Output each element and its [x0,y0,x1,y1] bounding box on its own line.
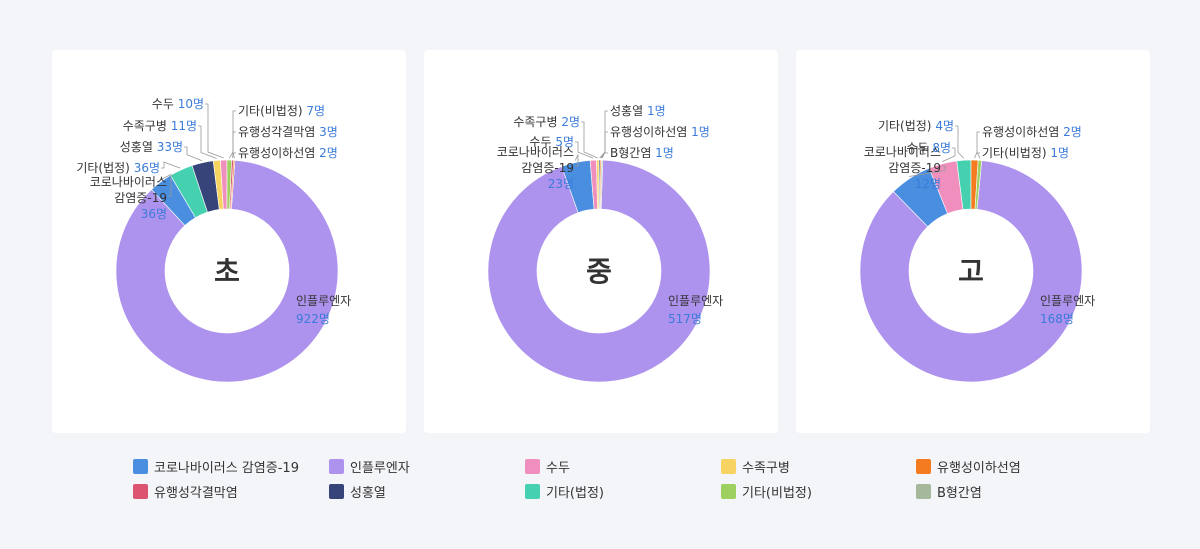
slice-hepb[interactable] [600,159,604,210]
svg-text:인플루엔자: 인플루엔자 [1040,294,1095,308]
slice-label-hfmd: 수족구병 2명 [513,115,598,159]
legend-item-hepb[interactable]: B형간염 [916,481,982,501]
legend-label: 유행성이하선염 [937,460,1021,476]
slice-label-flu: 인플루엔자 922명 [296,294,351,326]
slice-label-chickenpox: 수두 5명 [529,135,594,159]
svg-text:유행성이하선염 1명: 유행성이하선염 1명 [610,124,710,139]
legend-item-covid[interactable]: 코로나바이러스 감염증-19 [133,456,299,476]
svg-text:12명: 12명 [915,177,941,191]
slice-other_nonlegal[interactable] [974,159,983,210]
chart-title: 중 [586,255,612,288]
legend-swatch [329,458,344,474]
legend-item-other_legal[interactable]: 기타(법정) [525,481,604,501]
svg-text:수두 10명: 수두 10명 [152,97,204,111]
slice-label-scarlet: 성홍열 33명 [120,140,203,162]
svg-text:감염증-19: 감염증-19 [114,191,167,205]
slice-label-other_legal: 기타(법정) 36명 [76,161,181,175]
slice-label-hfmd: 수족구병 11명 [123,119,217,159]
slice-parotitis[interactable] [230,159,236,210]
legend-swatch [721,458,736,474]
legend-item-other_nonlegal[interactable]: 기타(비법정) [721,481,812,501]
svg-text:감염증-19: 감염증-19 [888,161,941,175]
svg-text:기타(비법정) 1명: 기타(비법정) 1명 [982,146,1069,160]
svg-text:B형간염 1명: B형간염 1명 [610,146,674,160]
slice-label-hepb: B형간염 1명 [601,146,674,160]
legend-label: 기타(법정) [546,485,604,501]
slice-flu[interactable] [859,160,1083,383]
slice-label-flu: 인플루엔자 517명 [668,294,723,326]
slice-label-scarlet: 성홍열 1명 [599,104,666,159]
slice-label-other_nonlegal: 기타(비법정) 7명 [229,104,325,159]
legend-swatch [133,483,148,499]
slice-label-parotitis: 유행성이하선염 1명 [600,124,710,159]
svg-text:감염증-19: 감염증-19 [521,161,574,175]
legend-item-flu[interactable]: 인플루엔자 [329,456,410,476]
slice-flu[interactable] [487,159,711,383]
svg-text:기타(법정) 4명: 기타(법정) 4명 [878,119,954,133]
legend-label: 수족구병 [742,460,790,476]
svg-text:기타(법정) 36명: 기타(법정) 36명 [76,161,160,175]
svg-text:유행성이하선염 2명: 유행성이하선염 2명 [982,124,1082,139]
legend-swatch [721,483,736,499]
legend-swatch [525,483,540,499]
svg-text:코로나바이러스: 코로나바이러스 [864,145,941,159]
legend-label: 수두 [546,460,570,476]
svg-text:수두 8명: 수두 8명 [906,141,951,155]
svg-text:코로나바이러스: 코로나바이러스 [497,145,574,159]
svg-text:수족구병 11명: 수족구병 11명 [123,119,197,133]
slice-label-parotitis: 유행성이하선염 2명 [232,145,338,160]
slice-label-flu: 인플루엔자 168명 [1040,294,1095,326]
legend-label: 코로나바이러스 감염증-19 [154,460,299,476]
svg-text:성홍열 33명: 성홍열 33명 [120,140,183,154]
svg-text:168명: 168명 [1040,312,1074,326]
legend-item-parotitis[interactable]: 유행성이하선염 [916,456,1021,476]
legend-label: 인플루엔자 [350,460,410,476]
svg-text:23명: 23명 [548,177,574,191]
slice-label-parotitis: 유행성이하선염 2명 [974,124,1082,159]
legend-label: 기타(비법정) [742,485,812,501]
slice-label-other_nonlegal: 기타(비법정) 1명 [976,146,1069,160]
svg-text:517명: 517명 [668,312,702,326]
svg-text:유행성이하선염 2명: 유행성이하선염 2명 [238,145,338,160]
svg-text:코로나바이러스: 코로나바이러스 [90,175,167,189]
legend-label: 성홍열 [350,485,386,501]
legend-item-scarlet[interactable]: 성홍열 [329,481,386,501]
chart-title: 초 [214,255,240,288]
slice-label-meningitis: 유행성각결막염 3명 [232,124,338,159]
svg-text:인플루엔자: 인플루엔자 [668,294,723,308]
slice-label-chickenpox: 수두 8명 [906,141,956,163]
svg-text:성홍열 1명: 성홍열 1명 [610,104,666,118]
legend-label: B형간염 [937,485,982,501]
svg-text:기타(비법정) 7명: 기타(비법정) 7명 [238,104,325,118]
svg-text:922명: 922명 [296,312,330,326]
slice-label-other_legal: 기타(법정) 4명 [878,119,965,159]
legend-swatch [329,483,344,499]
legend-item-meningitis[interactable]: 유행성각결막염 [133,481,238,501]
svg-text:수족구병 2명: 수족구병 2명 [513,115,580,129]
legend-swatch [916,483,931,499]
svg-text:36명: 36명 [141,207,167,221]
slice-label-chickenpox: 수두 10명 [152,97,224,159]
slice-flu[interactable] [115,159,339,383]
legend-item-hfmd[interactable]: 수족구병 [721,456,790,476]
legend-swatch [916,458,931,474]
svg-text:인플루엔자: 인플루엔자 [296,294,351,308]
legend-swatch [525,458,540,474]
legend-item-chickenpox[interactable]: 수두 [525,456,570,476]
chart-title: 고 [958,255,984,288]
svg-text:유행성각결막염 3명: 유행성각결막염 3명 [238,124,338,139]
svg-text:수두 5명: 수두 5명 [529,135,574,149]
legend-swatch [133,458,148,474]
legend-label: 유행성각결막염 [154,485,238,501]
